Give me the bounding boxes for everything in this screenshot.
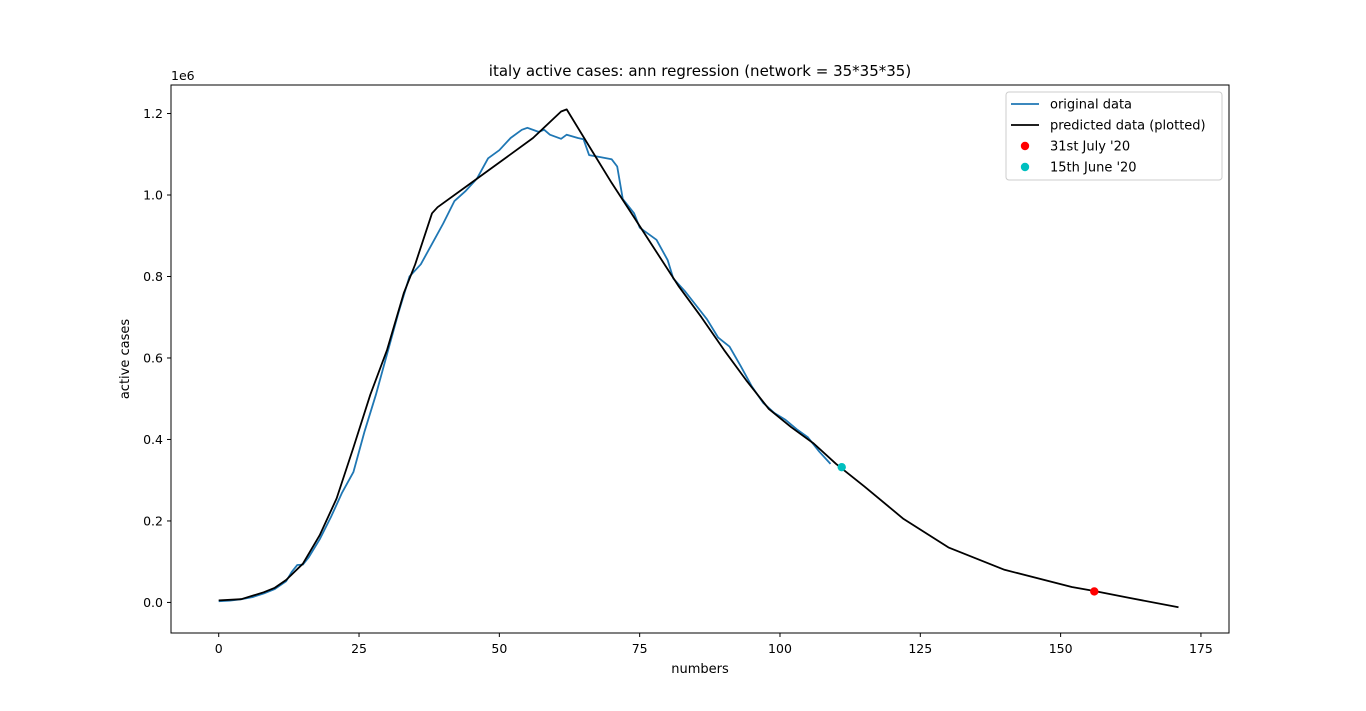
legend-entry-label: 15th June '20 (1050, 161, 1137, 176)
y-tick-label: 1.0 (143, 188, 163, 203)
x-tick-label: 0 (215, 641, 223, 656)
y-tick-label: 1.2 (143, 106, 163, 121)
x-axis-label: numbers (671, 662, 729, 677)
y-tick-label: 0.6 (143, 350, 163, 365)
y-axis-offset-label: 1e6 (171, 68, 195, 83)
x-tick-label: 150 (1049, 641, 1073, 656)
y-tick-label: 0.8 (143, 269, 163, 284)
series-line-0 (218, 126, 832, 603)
legend-swatch-marker (1020, 141, 1030, 151)
scatter-point-3 (837, 462, 846, 472)
x-tick-label: 50 (491, 641, 507, 656)
x-axis-ticks: 0 25 50 75 100 125 150 175 (215, 633, 1213, 656)
x-tick-label: 75 (632, 641, 648, 656)
legend-entry-label: original data (1050, 98, 1132, 113)
y-tick-label: 0.2 (143, 513, 163, 528)
y-tick-label: 0.0 (143, 595, 163, 610)
chart-title: italy active cases: ann regression (netw… (489, 62, 911, 80)
legend-box (1005, 91, 1223, 181)
scatter-point-2 (1090, 587, 1099, 596)
legend: original data predicted data (plotted) 31s… (1005, 91, 1223, 181)
x-tick-label: 100 (768, 641, 792, 656)
legend-swatch-marker (1020, 162, 1030, 172)
x-tick-label: 25 (351, 641, 367, 656)
y-axis-label: active cases (118, 319, 133, 400)
series-layer (218, 108, 1179, 609)
x-tick-label: 175 (1189, 641, 1213, 656)
plot-frame (170, 84, 1230, 634)
legend-entry-label: 31st July '20 (1050, 140, 1130, 155)
x-tick-label: 125 (908, 641, 932, 656)
y-axis-ticks: 0.0 0.2 0.4 0.6 0.8 1.0 1.2 (143, 106, 171, 610)
legend-entry-label: predicted data (plotted) (1050, 119, 1206, 134)
series-line-1 (218, 108, 1179, 609)
y-tick-label: 0.4 (143, 432, 163, 447)
